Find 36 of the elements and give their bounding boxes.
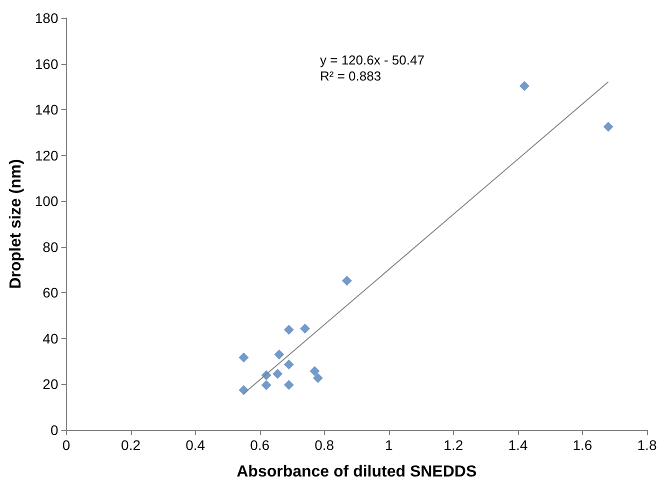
point	[342, 276, 352, 286]
point	[284, 380, 294, 390]
point	[519, 80, 530, 91]
point	[603, 122, 614, 132]
x-tick-label: 1.2	[444, 437, 464, 453]
point	[272, 368, 283, 379]
x-tick-label: 0.4	[186, 437, 206, 453]
x-tick-label: 1.4	[508, 437, 528, 453]
point	[312, 373, 323, 384]
point	[300, 324, 310, 334]
y-tick-label: 40	[42, 330, 58, 346]
x-tick-label: 0.6	[250, 437, 270, 453]
point	[261, 380, 272, 390]
point	[284, 324, 294, 335]
point	[284, 360, 294, 370]
point	[310, 366, 320, 376]
y-tick-label: 0	[50, 422, 58, 438]
y-tick-label: 60	[42, 284, 58, 301]
y-tick-label: 140	[34, 102, 58, 118]
y-tick-label: 160	[34, 56, 58, 72]
y-tick-label: 80	[42, 238, 58, 255]
x-axis-title: Absorbance of diluted SNEDDS	[236, 464, 477, 480]
y-tick-label: 100	[34, 193, 58, 210]
x-tick-label: 1	[384, 437, 393, 453]
x-tick-label: 0	[62, 437, 70, 453]
x-tick-label: 1.6	[572, 437, 592, 453]
x-tick-label: 0.2	[121, 437, 141, 453]
y-tick-label: 120	[34, 147, 58, 164]
y-axis-title: Droplet size (nm)	[8, 159, 24, 289]
x-tick-label: 1.8	[637, 437, 657, 453]
y-tick-label: 180	[34, 10, 58, 26]
point	[274, 349, 284, 360]
x-tick-label: 0.8	[314, 437, 334, 453]
annotation: y = 120.6x - 50.47 R² = 0.883	[320, 52, 424, 84]
point	[238, 352, 249, 362]
y-tick-label: 20	[42, 376, 58, 392]
